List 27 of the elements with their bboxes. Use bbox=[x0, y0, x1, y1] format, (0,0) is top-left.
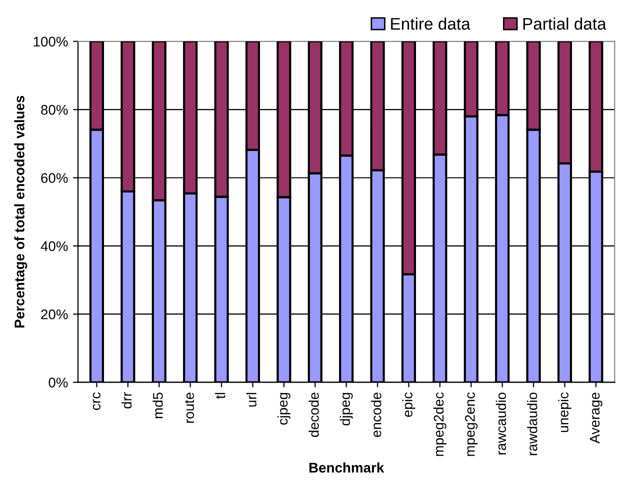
x-tick-label: url bbox=[246, 392, 256, 407]
y-tick-label: 40% bbox=[40, 241, 68, 252]
x-tick-label: Average bbox=[590, 392, 602, 444]
y-tick-label: 60% bbox=[41, 173, 68, 183]
x-tick-label: encode bbox=[371, 392, 382, 437]
x-axis-title: Benchmark bbox=[309, 462, 384, 473]
y-tick-label: 0% bbox=[48, 378, 68, 388]
x-tick-label: mpeg2enc bbox=[465, 392, 478, 456]
x-tick-label: md5 bbox=[152, 392, 163, 418]
y-tick-label: 100% bbox=[34, 36, 68, 47]
x-tick-label: mpeg2dec bbox=[433, 392, 446, 456]
legend-label: Entire data bbox=[391, 18, 470, 30]
x-tick-label: crc bbox=[92, 392, 100, 410]
x-tick-label: tl bbox=[215, 392, 226, 399]
x-tick-label: rawdaudio bbox=[527, 392, 538, 456]
x-tick-label: cjpeg bbox=[277, 392, 290, 425]
legend-label: Partial data bbox=[523, 18, 606, 30]
x-tick-label: epic bbox=[402, 392, 416, 417]
x-tick-label: unepic bbox=[558, 392, 572, 432]
x-tick-label: drr bbox=[121, 392, 132, 408]
y-tick-label: 80% bbox=[41, 104, 68, 115]
x-tick-label: rawcaudio bbox=[496, 392, 506, 454]
y-axis-title: Percentage of total encoded values bbox=[14, 96, 28, 328]
x-tick-label: route bbox=[184, 392, 194, 423]
x-tick-label: djpeg bbox=[340, 392, 353, 426]
y-tick-label: 20% bbox=[41, 309, 68, 320]
x-tick-label: decode bbox=[308, 392, 319, 437]
